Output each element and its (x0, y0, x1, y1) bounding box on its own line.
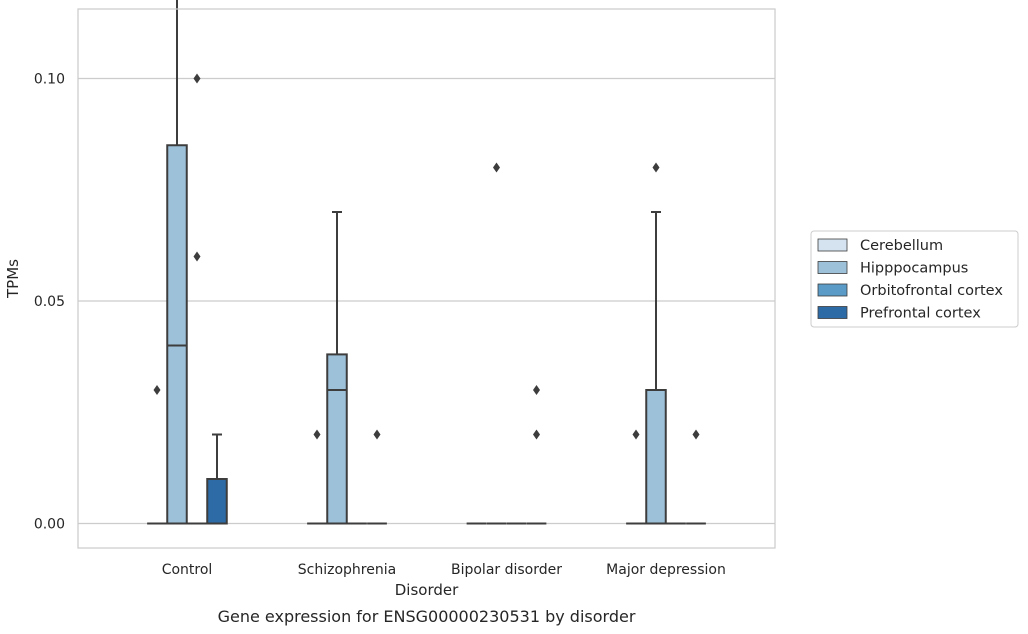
y-tick-label: 0.10 (34, 72, 65, 88)
box-group (686, 429, 706, 525)
legend-label: Orbitofrontal cortex (860, 283, 1003, 299)
boxes (147, 0, 706, 525)
box (326, 353, 348, 525)
x-axis-title: Disorder (395, 581, 459, 599)
legend-label: Cerebellum (860, 238, 943, 254)
x-tick-label: Major depression (606, 562, 726, 578)
outlier-point (153, 385, 161, 395)
y-tick-label: 0.00 (34, 517, 65, 533)
box-group (367, 429, 387, 525)
y-axis-ticks: 0.000.050.100.150.20 (34, 72, 65, 533)
chart-caption: Gene expression for ENSG00000230531 by d… (218, 607, 636, 626)
x-tick-label: Control (162, 562, 213, 578)
x-tick-label: Bipolar disorder (451, 562, 562, 578)
outlier-point (652, 162, 660, 173)
box-group (147, 385, 167, 525)
legend-swatch (817, 238, 848, 252)
box (645, 389, 667, 525)
box-group (166, 0, 188, 525)
outlier-point (533, 429, 540, 440)
legend-swatch (817, 306, 848, 319)
x-axis-ticks: Control Schizophrenia Bipolar disorder Majo… (162, 562, 726, 578)
box-group (326, 211, 348, 525)
outlier-point (493, 162, 500, 173)
y-axis-title: TPMs (4, 259, 22, 299)
outlier-point (193, 73, 201, 84)
box-group (307, 429, 327, 525)
box (166, 144, 188, 525)
legend-label: Hipppocampus (860, 261, 968, 277)
box-group (626, 429, 646, 525)
box (206, 478, 228, 525)
legend-label: Prefrontal cortex (860, 306, 981, 322)
legend-frame (810, 230, 1019, 328)
x-tick-label: Schizophrenia (298, 562, 396, 578)
box-group (187, 73, 207, 525)
box-group (206, 433, 228, 525)
legend-swatch (817, 261, 848, 274)
outlier-point (373, 429, 381, 440)
outlier-point (313, 429, 321, 440)
plot-border (77, 8, 776, 549)
box-group (526, 385, 547, 525)
box-group (486, 162, 507, 525)
legend: Cerebellum Hipppocampus Orbitofrontal cort… (810, 230, 1019, 328)
legend-swatch (817, 283, 848, 297)
outlier-point (193, 251, 201, 262)
outlier-point (632, 429, 640, 440)
outlier-point (533, 385, 540, 395)
y-tick-label: 0.05 (34, 294, 65, 310)
box-group (645, 162, 667, 525)
outlier-point (692, 429, 700, 440)
